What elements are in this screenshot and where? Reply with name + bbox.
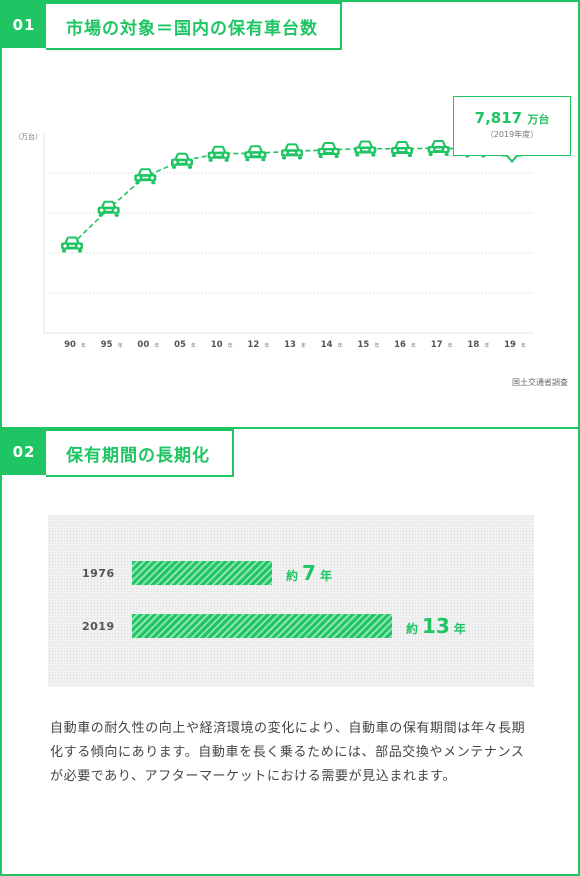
section-title: 市場の対象＝国内の保有車台数 [46,2,342,50]
ownership-bar-panel: 1976 約 7 年 2019 約 13 年 [48,515,534,687]
x-tick-suffix: 年 [448,342,453,349]
x-tick-suffix: 年 [338,342,343,349]
callout-pointer-inner [507,154,517,160]
bar-prefix: 約 [286,569,299,583]
car-icon [317,141,340,158]
x-tick-suffix: 年 [374,342,379,349]
bar-year-label: 2019 [82,619,115,633]
x-tick-suffix: 年 [301,342,306,349]
section-header-01: 01 市場の対象＝国内の保有車台数 [2,2,342,50]
section-number-badge: 01 [2,2,46,48]
series-line [71,147,513,246]
car-icon [61,236,83,253]
car-icon [207,145,230,162]
car-icon [427,140,450,157]
x-tick-suffix: 年 [228,342,233,349]
car-icon [134,168,157,185]
x-tick-label: 13 [284,340,296,350]
x-tick-label: 15 [357,340,369,350]
latest-value-callout: 7,817 万台 （2019年度） [453,96,571,156]
x-tick-label: 19 [504,340,516,350]
x-tick-suffix: 年 [191,342,196,349]
x-tick-suffix: 年 [521,342,526,349]
x-tick-label: 18 [467,340,479,350]
x-tick-suffix: 年 [411,342,416,349]
x-tick-label: 95 [101,340,113,350]
description-text: 自動車の耐久性の向上や経済環境の変化により、自動車の保有期間は年々長期化する傾向… [50,721,526,784]
bar-value-label: 約 13 年 [406,614,466,638]
section-header-02: 02 保有期間の長期化 [2,429,234,477]
x-tick-label: 00 [137,340,149,350]
vehicle-count-chart: （万台） 90 年 95 年 00 年 05 年 10 年 12 年 13 年 14 年 15 年 16 年 17 年 18 年… [14,132,534,350]
x-tick-label: 14 [321,340,333,350]
bar-value: 7 [302,561,316,585]
section-title: 保有期間の長期化 [46,429,234,477]
x-tick-label: 05 [174,340,186,350]
ownership-period-section: 02 保有期間の長期化 1976 約 7 年 2019 約 13 年 [2,429,578,874]
x-tick-suffix: 年 [81,342,86,349]
car-icon [391,141,413,157]
y-axis-unit-label: （万台） [14,132,42,141]
car-icon [97,200,120,217]
bar-value: 13 [422,614,450,638]
car-icon [244,145,267,162]
x-tick-label: 17 [431,340,443,350]
x-tick-label: 10 [211,340,223,350]
x-tick-suffix: 年 [264,342,269,349]
section-divider [2,427,578,429]
x-tick-suffix: 年 [484,342,489,349]
car-icon [281,143,303,160]
x-tick-suffix: 年 [154,342,159,349]
x-tick-label: 12 [247,340,259,350]
callout-unit: 万台 [527,113,550,126]
x-tick-label: 16 [394,340,406,350]
bar-2019 [132,614,392,638]
car-icon [171,152,193,169]
callout-value-line: 7,817 万台 [454,109,570,127]
market-size-section: （万台） 90 年 95 年 00 年 05 年 10 年 12 年 13 年 14 年 15 年 16 年 17 年 18 年… [2,2,578,427]
bar-1976 [132,561,272,585]
bar-year-label: 1976 [82,566,115,580]
bar-suffix: 年 [453,622,466,636]
callout-note: （2019年度） [485,130,539,139]
callout-value: 7,817 [474,109,523,127]
x-tick-label: 90 [64,340,76,350]
bar-prefix: 約 [406,622,419,636]
bar-suffix: 年 [319,569,332,583]
x-tick-suffix: 年 [118,342,123,349]
data-source: 国土交通省調査 [512,378,568,387]
section-number-badge: 02 [2,429,46,475]
bar-value-label: 約 7 年 [286,561,332,585]
car-icon [354,140,377,157]
